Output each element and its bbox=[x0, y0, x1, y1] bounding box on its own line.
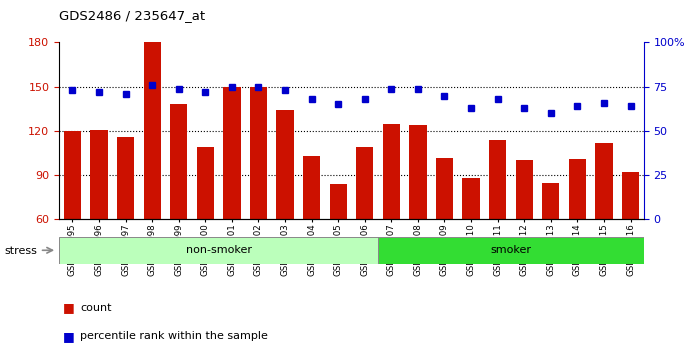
Bar bbox=[378, 237, 644, 264]
Bar bbox=[59, 237, 378, 264]
Bar bbox=[223, 87, 241, 219]
Bar bbox=[569, 159, 586, 219]
Bar bbox=[462, 178, 480, 219]
Bar bbox=[143, 42, 161, 219]
Bar bbox=[117, 137, 134, 219]
Bar bbox=[276, 110, 294, 219]
Bar bbox=[409, 125, 427, 219]
Bar bbox=[516, 160, 533, 219]
Bar bbox=[595, 143, 612, 219]
Text: percentile rank within the sample: percentile rank within the sample bbox=[80, 331, 268, 341]
Bar bbox=[90, 130, 108, 219]
Text: ■: ■ bbox=[63, 302, 74, 314]
Bar bbox=[197, 147, 214, 219]
Text: GDS2486 / 235647_at: GDS2486 / 235647_at bbox=[59, 9, 205, 22]
Bar bbox=[303, 156, 320, 219]
Bar bbox=[356, 147, 374, 219]
Bar bbox=[436, 158, 453, 219]
Bar bbox=[330, 184, 347, 219]
Text: non-smoker: non-smoker bbox=[186, 245, 252, 256]
Text: smoker: smoker bbox=[491, 245, 532, 256]
Bar bbox=[489, 140, 506, 219]
Bar bbox=[250, 87, 267, 219]
Bar bbox=[383, 124, 400, 219]
Bar bbox=[64, 131, 81, 219]
Bar bbox=[622, 172, 639, 219]
Bar bbox=[170, 104, 187, 219]
Text: stress: stress bbox=[5, 246, 38, 256]
Text: ■: ■ bbox=[63, 330, 74, 343]
Bar bbox=[542, 183, 560, 219]
Text: count: count bbox=[80, 303, 111, 313]
